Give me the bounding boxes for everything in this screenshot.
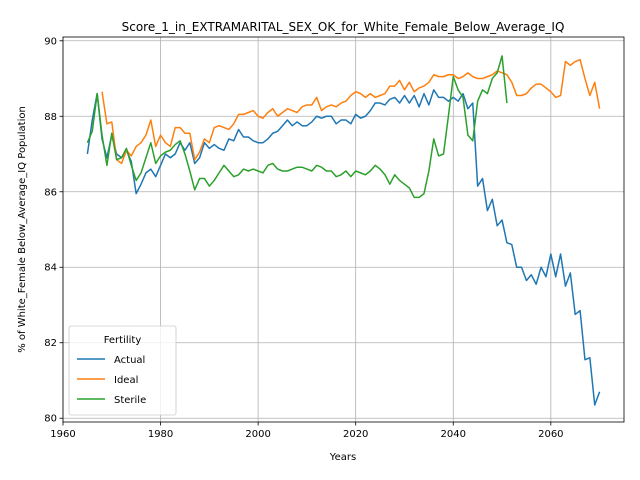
y-tick-label: 90 <box>44 36 57 47</box>
x-tick-label: 2060 <box>538 429 563 440</box>
x-tick-label: 2000 <box>245 429 270 440</box>
y-tick-label: 80 <box>44 414 57 425</box>
y-axis-label: % of White_Female Below_Average_IQ Popul… <box>17 106 28 353</box>
x-tick-label: 2040 <box>441 429 466 440</box>
series-line-actual <box>86 89 601 406</box>
plot-frame <box>62 36 625 423</box>
x-tick-label: 1960 <box>50 429 75 440</box>
series-lines <box>86 55 601 406</box>
y-tick-label: 88 <box>44 112 57 123</box>
legend-title: Fertility <box>104 335 142 346</box>
chart-title: Score_1_in_EXTRAMARITAL_SEX_OK_for_White… <box>122 20 565 34</box>
x-axis-label: Years <box>329 452 356 463</box>
legend-label-ideal: Ideal <box>114 375 138 386</box>
series-line-sterile <box>86 55 508 199</box>
x-tick-label: 2020 <box>343 429 368 440</box>
legend-label-actual: Actual <box>114 355 145 366</box>
series-line-ideal <box>101 58 601 165</box>
y-tick-label: 82 <box>44 338 57 349</box>
legend-box <box>68 325 177 416</box>
axis-ticks: 1960 1980 2000 2020 2040 2060 80 82 84 86 88 90 <box>44 36 563 440</box>
y-tick-label: 86 <box>44 187 57 198</box>
legend-label-sterile: Sterile <box>114 395 146 406</box>
y-tick-label: 84 <box>44 263 57 274</box>
legend: Fertility Actual Ideal Sterile <box>68 325 177 416</box>
x-tick-label: 1980 <box>148 429 173 440</box>
